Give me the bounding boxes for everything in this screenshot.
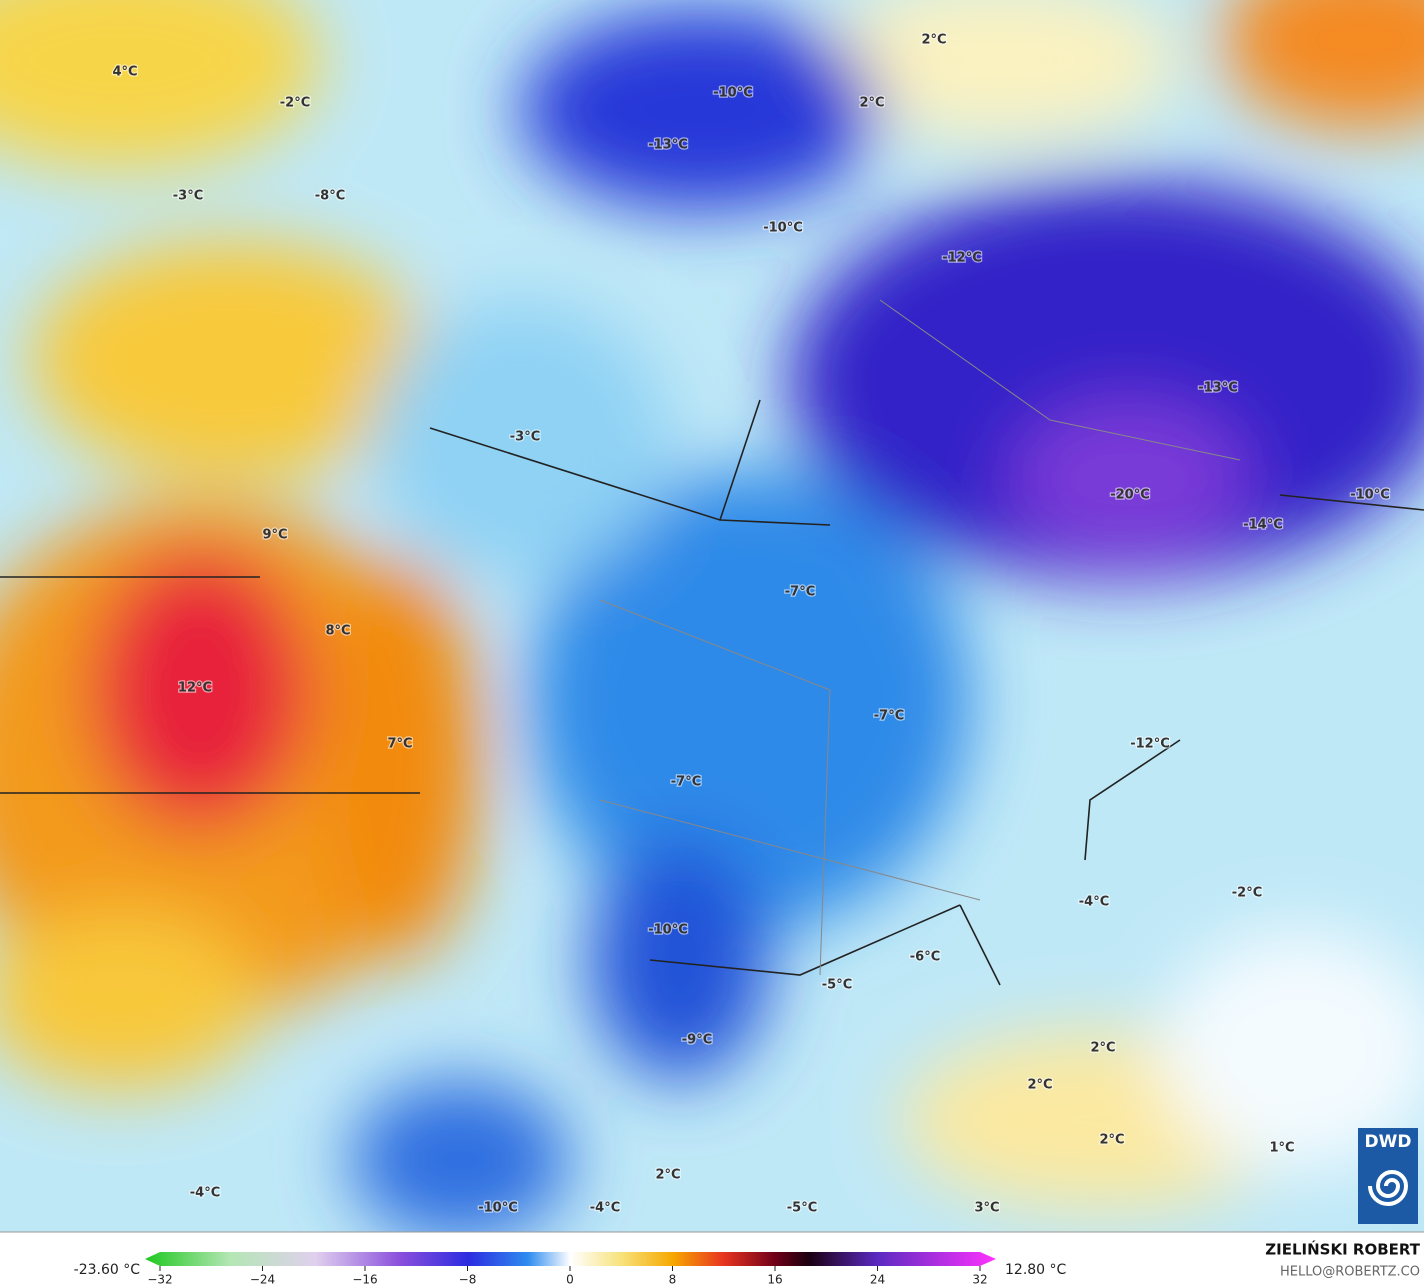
temperature-label: -7°C: [874, 709, 904, 724]
map-field: [0, 0, 1424, 1232]
colorbar-ticks: −32 −24 −16 −8 0 8 16 24 32: [147, 1266, 988, 1287]
temperature-label: 3°C: [974, 1201, 999, 1216]
colorbar-tick-label: −8: [459, 1273, 477, 1287]
dwd-logo: DWD: [1358, 1128, 1418, 1224]
colorbar-tick-label: 32: [972, 1273, 987, 1287]
temperature-label: 8°C: [325, 624, 350, 639]
colorbar-tick-label: −16: [352, 1273, 377, 1287]
temperature-label: 12°C: [178, 681, 212, 696]
temperature-label: 2°C: [921, 33, 946, 48]
colorbar-min: -23.60 °C: [74, 1262, 141, 1278]
temperature-label: -14°C: [1243, 518, 1283, 533]
borders: [0, 399, 1424, 986]
temperature-label: -12°C: [1130, 737, 1170, 752]
temperature-label: -7°C: [671, 775, 701, 790]
colorbar-tick-label: −32: [147, 1273, 172, 1287]
colorbar-tick-label: 24: [870, 1273, 885, 1287]
temperature-label: -5°C: [787, 1201, 817, 1216]
temperature-label: -4°C: [590, 1201, 620, 1216]
logo-text: DWD: [1365, 1132, 1412, 1152]
author: ZIELIŃSKI ROBERT: [1265, 1240, 1420, 1259]
temperature-label: 9°C: [262, 528, 287, 543]
temperature-label: 7°C: [387, 737, 412, 752]
temperature-label: -2°C: [1232, 886, 1262, 901]
temperature-label: -13°C: [1198, 381, 1238, 396]
temperature-label: -12°C: [942, 251, 982, 266]
temperature-label: -6°C: [910, 950, 940, 965]
temperature-label: -20°C: [1110, 488, 1150, 503]
temperature-label: -7°C: [785, 585, 815, 600]
colorbar-tick-label: 8: [669, 1273, 677, 1287]
map-labels: 4°C -2°C -3°C -8°C -10°C -13°C 2°C 2°C -10°C -12°…: [111, 31, 1391, 1217]
contact: HELLO@ROBERTZ.CO: [1280, 1265, 1420, 1280]
colorbar-tick-label: 16: [767, 1273, 782, 1287]
temperature-label: -10°C: [763, 221, 803, 236]
temperature-label: -10°C: [648, 923, 688, 938]
temperature-label: -4°C: [190, 1186, 220, 1201]
temperature-label: -8°C: [315, 189, 345, 204]
temperature-label: -10°C: [478, 1201, 518, 1216]
temperature-label: 2°C: [655, 1168, 680, 1183]
temperature-label: 2°C: [1099, 1133, 1124, 1148]
temperature-label: -10°C: [1350, 488, 1390, 503]
colorbar: [145, 1252, 996, 1266]
temperature-label: -5°C: [822, 978, 852, 993]
temperature-label: 2°C: [1090, 1041, 1115, 1056]
colorbar-max: 12.80 °C: [1005, 1262, 1067, 1278]
temperature-label: 2°C: [859, 96, 884, 111]
colorbar-tick-label: 0: [566, 1273, 574, 1287]
temperature-label: 4°C: [112, 65, 137, 80]
colorbar-tick-label: −24: [250, 1273, 275, 1287]
temperature-label: 2°C: [1027, 1078, 1052, 1093]
temperature-label: -2°C: [280, 96, 310, 111]
subdivisions: [599, 299, 1241, 976]
temperature-label: -13°C: [648, 138, 688, 153]
temperature-label: -4°C: [1079, 895, 1109, 910]
temperature-label: -3°C: [173, 189, 203, 204]
temperature-label: -3°C: [510, 430, 540, 445]
temperature-label: -10°C: [713, 86, 753, 101]
temperature-label: -9°C: [682, 1033, 712, 1048]
temperature-label: 1°C: [1269, 1141, 1294, 1156]
